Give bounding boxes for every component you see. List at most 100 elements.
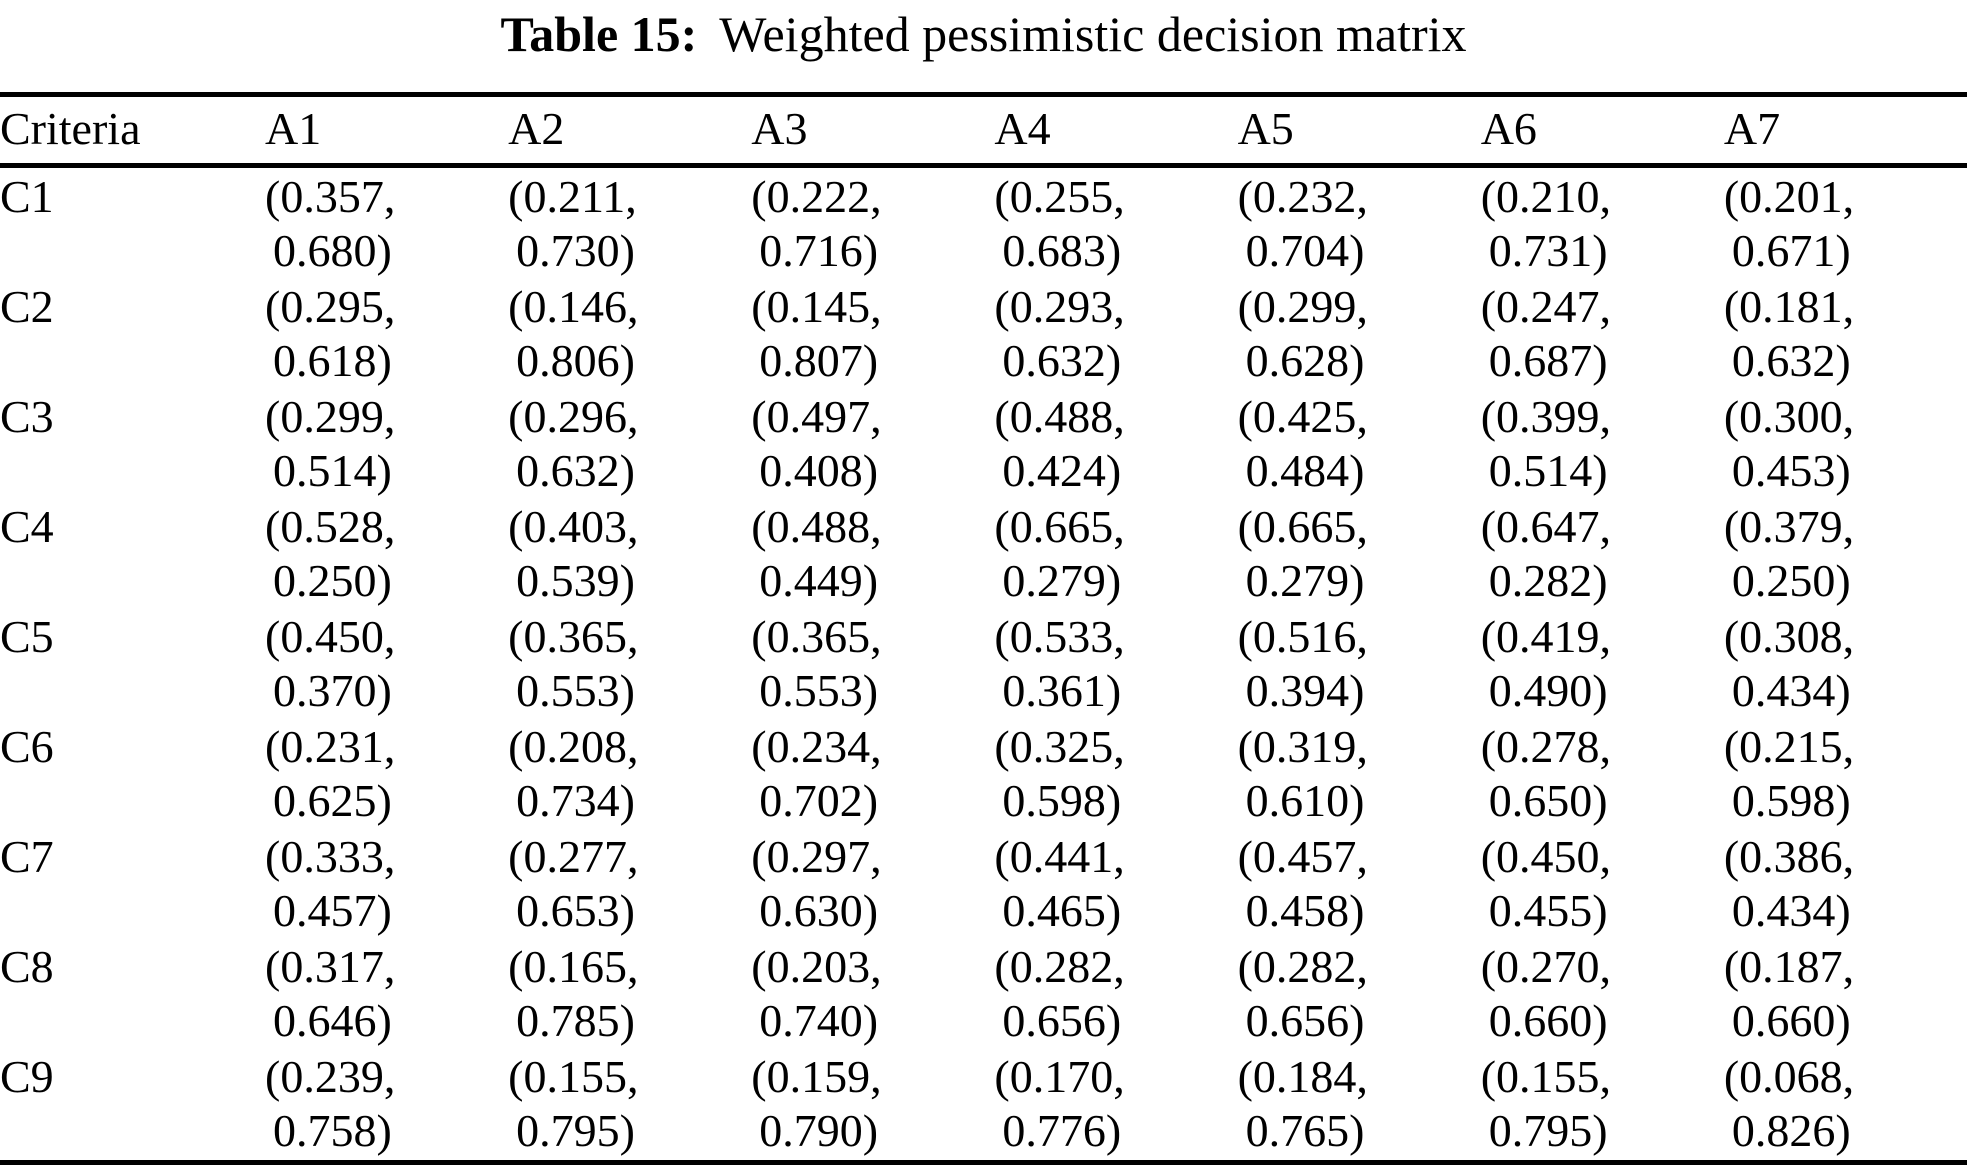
cell-value-line-1: (0.165, — [508, 941, 639, 992]
matrix-cell: (0.450, 0.455) — [1481, 828, 1724, 938]
criterion-label: C6 — [0, 721, 54, 772]
cell-value-line-2: 0.514) — [1488, 445, 1608, 496]
cell-value-line-2: 0.806) — [516, 335, 635, 386]
cell-value-line-2: 0.514) — [273, 445, 392, 496]
cell-value-line-1: (0.187, — [1723, 941, 1855, 992]
cell-value-line-1: (0.293, — [994, 281, 1125, 332]
matrix-cell: (0.450, 0.370) — [265, 608, 508, 718]
matrix-cell: (0.441, 0.465) — [994, 828, 1237, 938]
criterion-label: C3 — [0, 391, 54, 442]
cell-value-line-2: 0.656) — [1002, 995, 1122, 1046]
cell-value-line-2: 0.598) — [1731, 775, 1851, 826]
matrix-cell: (0.293, 0.632) — [994, 278, 1237, 388]
cell-value-line-2: 0.730) — [516, 225, 635, 276]
cell-value-line-1: (0.232, — [1237, 171, 1368, 222]
column-header-a5: A5 — [1237, 94, 1481, 168]
cell-value-line-2: 0.625) — [273, 775, 392, 826]
matrix-cell: (0.299, 0.628) — [1238, 278, 1481, 388]
matrix-cell: (0.325, 0.598) — [994, 718, 1237, 828]
cell-value-line-1: (0.215, — [1723, 721, 1855, 772]
cell-value-line-1: (0.247, — [1480, 281, 1612, 332]
cell-value-line-1: (0.295, — [265, 281, 396, 332]
matrix-cell: (0.187, 0.660) — [1724, 938, 1967, 1048]
cell-value-line-2: 0.765) — [1245, 1105, 1365, 1156]
cell-value-line-2: 0.539) — [516, 555, 635, 606]
cell-value-line-2: 0.660) — [1488, 995, 1608, 1046]
matrix-cell: (0.665, 0.279) — [994, 498, 1237, 608]
cell-value-line-2: 0.449) — [759, 555, 879, 606]
cell-value-line-2: 0.279) — [1002, 555, 1122, 606]
table-caption: Table 15: Weighted pessimistic decision m… — [0, 0, 1967, 64]
table-caption-label: Table 15: — [500, 6, 698, 62]
cell-value-line-1: (0.296, — [508, 391, 639, 442]
cell-value-line-2: 0.650) — [1488, 775, 1608, 826]
matrix-cell: (0.277, 0.653) — [508, 828, 751, 938]
matrix-cell: (0.300, 0.453) — [1724, 388, 1967, 498]
cell-value-line-2: 0.458) — [1245, 885, 1365, 936]
matrix-cell: (0.403, 0.539) — [508, 498, 751, 608]
cell-value-line-2: 0.553) — [759, 665, 879, 716]
cell-value-line-2: 0.785) — [516, 995, 635, 1046]
criterion-label: C1 — [0, 171, 54, 222]
cell-value-line-2: 0.370) — [273, 665, 392, 716]
matrix-cell: (0.419, 0.490) — [1481, 608, 1724, 718]
cell-value-line-1: (0.170, — [994, 1051, 1125, 1102]
table-row-c7: C7 (0.333, 0.457) (0.277, 0.653) (0.297, 0.630… — [0, 828, 1967, 938]
cell-value-line-2: 0.424) — [1002, 445, 1122, 496]
cell-value-line-2: 0.680) — [273, 225, 392, 276]
cell-value-line-2: 0.656) — [1245, 995, 1365, 1046]
matrix-cell: (0.516, 0.394) — [1238, 608, 1481, 718]
matrix-cell: (0.155, 0.795) — [1481, 1048, 1724, 1158]
matrix-cell: (0.165, 0.785) — [508, 938, 751, 1048]
cell-value-line-1: (0.068, — [1723, 1051, 1855, 1102]
matrix-cell: (0.528, 0.250) — [265, 498, 508, 608]
table-row-c9: C9 (0.239, 0.758) (0.155, 0.795) (0.159, 0.790… — [0, 1048, 1967, 1158]
header-row: Criteria A1 A2 A3 A4 A5 A6 A7 — [0, 94, 1967, 168]
criterion-label: C2 — [0, 281, 54, 332]
matrix-cell: (0.488, 0.424) — [994, 388, 1237, 498]
cell-value-line-2: 0.731) — [1488, 225, 1608, 276]
cell-value-line-1: (0.155, — [1480, 1051, 1612, 1102]
cell-value-line-1: (0.282, — [1237, 941, 1368, 992]
table-row-c6: C6 (0.231, 0.625) (0.208, 0.734) (0.234, 0.702… — [0, 718, 1967, 828]
matrix-cell: (0.211, 0.730) — [508, 166, 751, 279]
cell-value-line-1: (0.450, — [1480, 831, 1612, 882]
cell-value-line-1: (0.277, — [508, 831, 639, 882]
matrix-cell: (0.282, 0.656) — [994, 938, 1237, 1048]
table-row-c1: C1 (0.357, 0.680) (0.211, 0.730) (0.222, 0.716… — [0, 166, 1967, 279]
column-header-a1: A1 — [265, 94, 509, 168]
matrix-cell: (0.145, 0.807) — [751, 278, 994, 388]
cell-value-line-2: 0.279) — [1245, 555, 1365, 606]
matrix-cell: (0.232, 0.704) — [1238, 166, 1481, 279]
matrix-cell: (0.278, 0.650) — [1481, 718, 1724, 828]
cell-value-line-1: (0.403, — [508, 501, 639, 552]
table-bottom-rule-outer — [0, 1160, 1967, 1165]
matrix-cell: (0.247, 0.687) — [1481, 278, 1724, 388]
cell-value-line-2: 0.434) — [1731, 885, 1851, 936]
cell-value-line-2: 0.795) — [1488, 1105, 1608, 1156]
matrix-cell: (0.296, 0.632) — [508, 388, 751, 498]
cell-value-line-2: 0.795) — [516, 1105, 635, 1156]
criterion-label: C5 — [0, 611, 54, 662]
cell-value-line-2: 0.408) — [759, 445, 879, 496]
column-header-a4: A4 — [994, 94, 1238, 168]
matrix-cell: (0.308, 0.434) — [1724, 608, 1967, 718]
cell-value-line-2: 0.630) — [759, 885, 879, 936]
cell-value-line-2: 0.740) — [759, 995, 879, 1046]
cell-value-line-1: (0.665, — [994, 501, 1125, 552]
table-row-c3: C3 (0.299, 0.514) (0.296, 0.632) (0.497, 0.408… — [0, 388, 1967, 498]
matrix-cell: (0.319, 0.610) — [1238, 718, 1481, 828]
table-head: Criteria A1 A2 A3 A4 A5 A6 A7 — [0, 94, 1967, 168]
cell-value-line-1: (0.419, — [1480, 611, 1612, 662]
cell-value-line-1: (0.533, — [994, 611, 1125, 662]
cell-value-line-1: (0.399, — [1480, 391, 1612, 442]
matrix-cell: (0.488, 0.449) — [751, 498, 994, 608]
cell-value-line-2: 0.758) — [273, 1105, 392, 1156]
cell-value-line-2: 0.250) — [273, 555, 392, 606]
matrix-cell: (0.210, 0.731) — [1481, 166, 1724, 279]
matrix-cell: (0.299, 0.514) — [265, 388, 508, 498]
cell-value-line-1: (0.365, — [751, 611, 882, 662]
matrix-cell: (0.665, 0.279) — [1238, 498, 1481, 608]
cell-value-line-1: (0.211, — [508, 171, 637, 222]
